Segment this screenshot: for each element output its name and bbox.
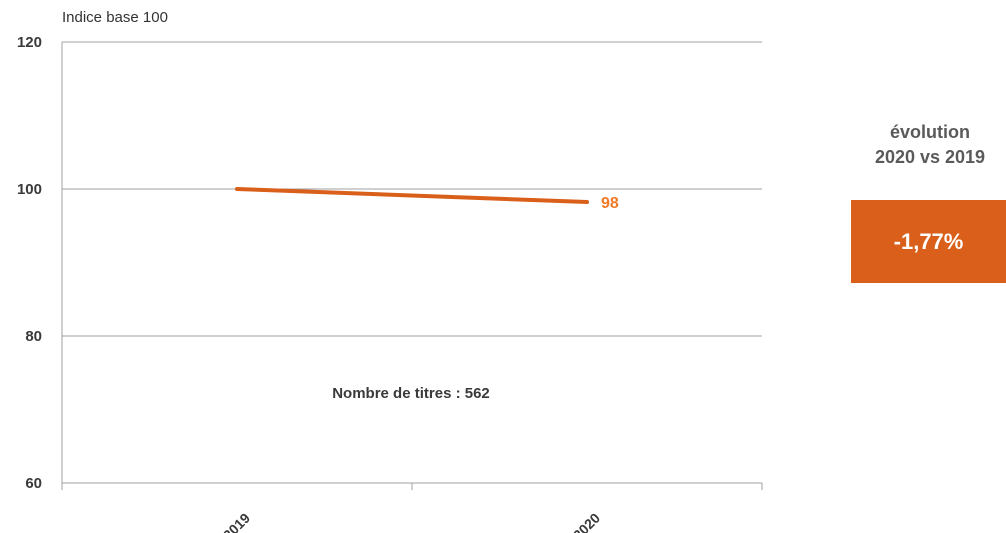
chart-annotation: Nombre de titres : 562 — [332, 385, 490, 402]
series-line — [235, 187, 589, 205]
y-tick-label: 80 — [25, 328, 42, 345]
evolution-badge: -1,77% — [851, 200, 1006, 283]
evolution-title-line2: 2020 vs 2019 — [874, 147, 986, 167]
y-tick-label: 100 — [17, 181, 42, 198]
evolution-title: évolution 2020 vs 2019 — [850, 120, 1006, 170]
evolution-title-line1: évolution — [890, 122, 970, 142]
y-tick-label: 120 — [17, 34, 42, 51]
x-tick-label: 2020 — [570, 510, 603, 533]
x-tick-label: 2019 — [220, 510, 253, 533]
y-axis-label: Indice base 100 — [62, 9, 168, 26]
y-tick-label: 60 — [25, 475, 42, 492]
evolution-value: -1,77% — [893, 228, 964, 254]
series-end-label: 98 — [601, 195, 619, 212]
